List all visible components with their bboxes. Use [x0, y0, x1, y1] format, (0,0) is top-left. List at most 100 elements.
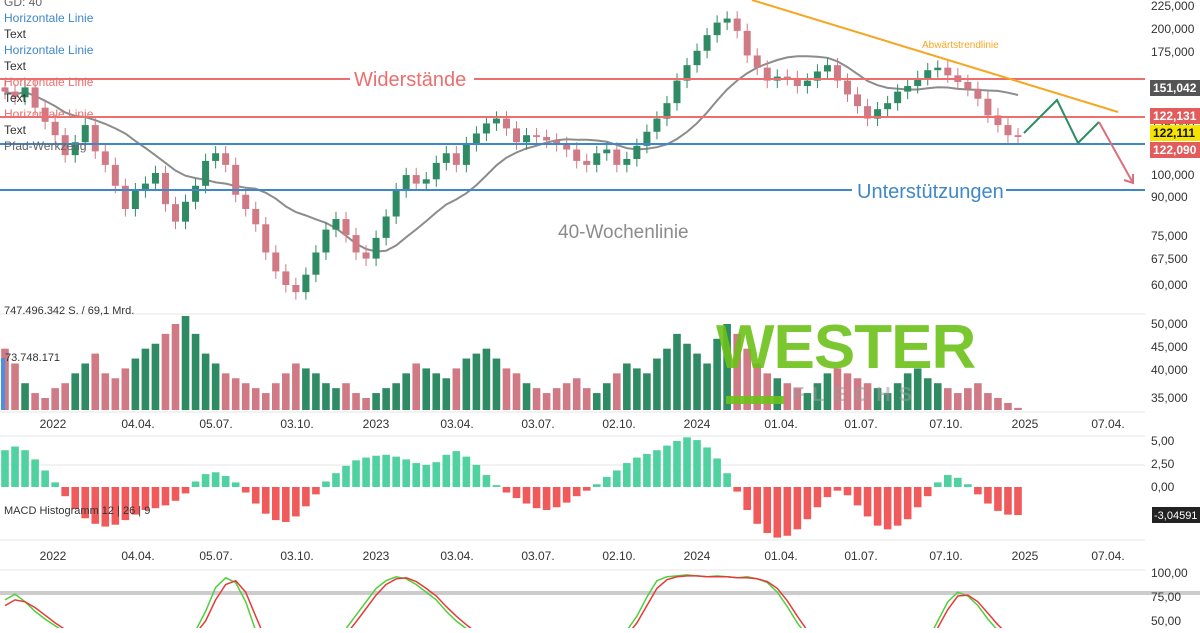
volume-bar [482, 348, 491, 410]
macd-panel[interactable] [1, 437, 1022, 538]
candle-body [482, 123, 490, 134]
ma-label: 40-Wochenlinie [558, 222, 689, 243]
candle-body [854, 94, 862, 107]
volume-bar [462, 358, 471, 410]
volume-bar [623, 363, 631, 410]
volume-bar [221, 373, 230, 410]
volume-bar [21, 383, 29, 410]
stochastic-axis-tick: 100,00 [1151, 566, 1188, 580]
volume-bar [1004, 402, 1012, 410]
volume-bar [763, 373, 772, 410]
candle-body [452, 153, 460, 165]
candle-body [894, 91, 902, 104]
volume-bar [91, 353, 100, 410]
macd-histogram-bar [201, 474, 210, 487]
x-axis-label: 2022 [40, 549, 67, 563]
x-axis-label: 2022 [40, 417, 67, 431]
candle-body [422, 179, 430, 184]
candle-body [683, 65, 691, 81]
candle-body [232, 164, 240, 195]
drawing-list-item: Text [4, 123, 27, 137]
macd-histogram-bar [532, 487, 541, 509]
macd-histogram-bar [613, 470, 621, 487]
candle-body [523, 135, 531, 143]
x-axis-label: 02.10. [602, 549, 635, 563]
macd-histogram-bar [151, 487, 160, 509]
candle-body [813, 71, 821, 81]
candle-body [984, 98, 992, 116]
downtrend-line[interactable] [751, 0, 1119, 113]
drawing-list: GD: 40 Horizontale Linie Text Horizontale L… [4, 0, 94, 153]
x-axis-label: 2023 [363, 549, 390, 563]
volume-bar [883, 393, 892, 410]
candle-body [1004, 125, 1012, 136]
drawing-list-item: Text [4, 91, 27, 105]
macd-histogram-bar [984, 487, 992, 504]
price-axis-tick: 200,000 [1151, 22, 1195, 36]
candle-body [202, 160, 210, 186]
macd-histogram-bar [863, 487, 872, 517]
macd-histogram-bar [994, 487, 1002, 511]
volume-panel[interactable] [1, 316, 1022, 410]
x-axis-label: 03.10. [280, 417, 313, 431]
candle-body [462, 144, 470, 165]
macd-histogram-bar [592, 484, 601, 487]
x-axis-label: 03.10. [280, 549, 313, 563]
macd-histogram-bar [833, 487, 842, 491]
candle-body [332, 219, 340, 230]
candle-body [994, 115, 1002, 126]
volume-bar [653, 358, 661, 410]
candle-body [322, 229, 330, 253]
macd-histogram-bar [663, 445, 671, 487]
macd-histogram-bar [623, 463, 631, 487]
macd-histogram-bar [231, 482, 240, 487]
macd-histogram-bar [562, 487, 571, 503]
candle-body [543, 136, 551, 141]
volume-bar [51, 388, 59, 410]
volume-bar [974, 383, 982, 410]
moving-average-40w [4, 55, 1019, 253]
candle-body [603, 149, 611, 154]
volume-bar [151, 343, 160, 410]
candle-body [593, 153, 601, 165]
volume-selected-marker [1, 358, 5, 410]
volume-bar [362, 398, 370, 410]
macd-histogram-bar [141, 487, 150, 510]
candle-body [272, 252, 280, 272]
volume-bar [663, 348, 671, 410]
stochastic-panel[interactable] [4, 574, 1018, 633]
macd-histogram-bar [181, 487, 190, 494]
forecast-path-up[interactable] [1023, 98, 1100, 145]
volume-bar [322, 383, 330, 410]
candle-body [653, 118, 661, 132]
volume-bar [803, 393, 812, 410]
macd-histogram-bar [352, 460, 360, 487]
drawing-list-item: Horizontale Linie [4, 43, 94, 57]
macd-histogram-bar [452, 451, 461, 487]
candle-body [783, 76, 791, 79]
forecast-path-down[interactable] [1098, 121, 1134, 184]
price-panel[interactable] [1, 11, 1022, 300]
volume-total-label: 747.496.342 S. / 69,1 Mrd. [4, 305, 134, 317]
candle-body [513, 128, 521, 143]
volume-bar [442, 378, 451, 410]
x-axis-label: 03.07. [521, 549, 554, 563]
macd-histogram-bar [753, 487, 762, 524]
price-axis-tick: 90,000 [1151, 190, 1188, 204]
macd-histogram-bar [743, 487, 751, 510]
candle-body [91, 125, 99, 152]
macd-histogram-bar [653, 450, 661, 487]
candle-body [262, 224, 270, 253]
candle-body [643, 131, 651, 146]
x-axis-label: 2023 [363, 417, 390, 431]
stochastic-axis-tick: 50,00 [1151, 614, 1181, 628]
candle-body [11, 91, 19, 98]
candle-body [472, 133, 480, 145]
volume-bar [683, 343, 691, 410]
badge-support [1150, 142, 1200, 158]
x-axis-label: 03.04. [440, 417, 473, 431]
candle-body [1014, 135, 1022, 137]
candle-body [182, 201, 190, 222]
x-axis-label: 05.07. [199, 549, 232, 563]
